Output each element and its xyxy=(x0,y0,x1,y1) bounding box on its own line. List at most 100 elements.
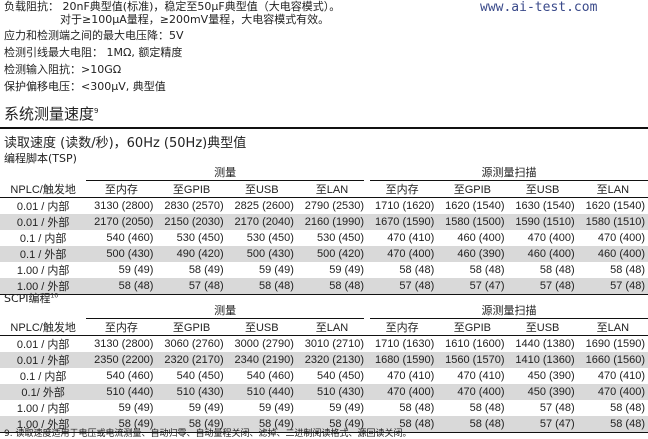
table-cell: 2350 (2200) xyxy=(86,352,157,368)
table-cell: 57 (47) xyxy=(437,278,508,295)
table-cell: 59 (49) xyxy=(329,402,365,414)
table-row: 1.00 / 内部 59 (49) 58 (49) 59 (49) 59 (49) 58 … xyxy=(0,262,648,278)
table-cell: 510 (430) xyxy=(296,384,368,400)
table-cell: 58 (48) xyxy=(469,402,505,414)
spec-sense-lead-resistance: 检测引线最大电阻： 1MΩ, 额定精度 xyxy=(4,46,183,59)
table-cell: 57 (48) xyxy=(507,278,578,295)
table-cell: 1690 (1590) xyxy=(585,338,645,350)
table-row: 0.01 / 外部 2170 (2050) 2150 (2030) 2170 (204… xyxy=(0,214,648,230)
header-spacer xyxy=(0,302,86,319)
row-label: 0.01 / 内部 xyxy=(16,201,70,213)
table-cell: 58 (48) xyxy=(399,264,435,276)
table-cell: 58 (48) xyxy=(577,416,648,433)
table-row: 0.01 / 外部 2350 (2200) 2320 (2170) 2340 (219… xyxy=(0,352,648,368)
table-cell: 58 (48) xyxy=(539,264,575,276)
table-cell: 470 (400) xyxy=(437,384,508,400)
table-cell: 1610 (1600) xyxy=(445,338,505,350)
section-rule xyxy=(0,127,648,129)
footnote: 9. 读取速度适用于电压或电流测量、自动归零、自动量程关闭、滤掉、二进制阅读格式… xyxy=(4,429,412,439)
table-cell: 1680 (1590) xyxy=(367,352,438,368)
table-cell: 540 (450) xyxy=(176,370,224,382)
table-cell: 470 (400) xyxy=(367,384,438,400)
table-cell: 57 (48) xyxy=(577,278,648,295)
table-cell: 540 (460) xyxy=(246,370,294,382)
watermark: www.ai-test.com xyxy=(480,0,598,15)
table-cell: 3060 (2760) xyxy=(164,338,224,350)
table-cell: 2170 (2050) xyxy=(86,214,157,230)
column-header: 至内存 xyxy=(367,180,438,198)
table-cell: 510 (440) xyxy=(86,384,157,400)
table-cell: 58 (49) xyxy=(296,416,368,433)
column-header: NPLC/触发地 xyxy=(0,318,87,336)
scpi-label-text: SCPI编程 xyxy=(4,292,51,305)
table-row: 0.1/ 外部 510 (440) 510 (430) 510 (440) 510 (4… xyxy=(0,384,648,400)
column-header: 至GPIB xyxy=(156,318,227,336)
table-row: 1.00 / 外部 58 (49) 58 (49) 58 (49) 58 (49) 58 … xyxy=(0,416,648,433)
table-cell: 59 (49) xyxy=(118,264,154,276)
table-cell: 500 (430) xyxy=(86,246,157,262)
table-cell: 470 (400) xyxy=(527,232,575,244)
table-cell: 58 (49) xyxy=(188,264,224,276)
table-cell: 1630 (1540) xyxy=(515,200,575,212)
scpi-label: SCPI编程10 xyxy=(4,290,58,306)
column-header: 至USB xyxy=(226,180,297,198)
group-header: 测量 xyxy=(86,164,371,181)
table-row: 0.1 / 内部 540 (460) 540 (450) 540 (460) 540 (… xyxy=(0,368,648,384)
row-label: 0.01 / 外部 xyxy=(0,352,87,368)
spec-max-voltage-drop: 应力和检测端之间的最大电压降：5V xyxy=(4,29,184,42)
table-cell: 59 (49) xyxy=(259,402,294,414)
table-cell: 58 (49) xyxy=(156,416,227,433)
table-row: 0.01 / 内部 3130 (2800) 2830 (2570) 2825 (260… xyxy=(0,198,648,215)
spec-load-impedance-note: 对于≥100μA量程，≥200mV量程，大电容模式有效。 xyxy=(60,13,330,26)
table-cell: 2150 (2030) xyxy=(156,214,227,230)
table-cell: 460 (400) xyxy=(457,232,505,244)
footnote-ref: 10 xyxy=(50,292,59,300)
table-cell: 470 (400) xyxy=(577,384,648,400)
table-cell: 58 (48) xyxy=(610,264,645,276)
table-cell: 57 (48) xyxy=(156,278,227,295)
table-cell: 58 (48) xyxy=(226,278,297,295)
table-cell: 58 (48) xyxy=(469,264,505,276)
column-header: 至GPIB xyxy=(437,180,508,198)
column-header: 至内存 xyxy=(86,180,157,198)
table-cell: 2340 (2190) xyxy=(226,352,297,368)
table-cell: 470 (410) xyxy=(387,232,435,244)
spec-guard-offset: 保护偏移电压：<300μV, 典型值 xyxy=(4,80,166,93)
column-header: 至内存 xyxy=(86,318,157,336)
spec-load-impedance: 负载阻抗： 20nF典型值(标准)，稳定至50μF典型值（大电容模式）。 xyxy=(4,0,340,13)
table-cell: 1580 (1510) xyxy=(577,214,648,230)
spec-label: 负载阻抗： xyxy=(4,0,59,13)
table-cell: 1670 (1590) xyxy=(367,214,438,230)
table-cell: 3010 (2710) xyxy=(304,338,365,350)
section-title: 系统测量速度9 xyxy=(4,103,98,124)
column-header: 至LAN xyxy=(577,180,648,198)
table-cell: 540 (450) xyxy=(316,370,365,382)
table-cell: 530 (450) xyxy=(316,232,365,244)
table-cell: 59 (49) xyxy=(329,264,365,276)
table-row: 0.1 / 内部 540 (460) 530 (450) 530 (450) 530 (… xyxy=(0,230,648,246)
group-header: 测量 xyxy=(86,302,371,319)
section-subtitle: 读取速度 (读数/秒)，60Hz (50Hz)典型值 xyxy=(4,136,247,151)
row-label: 1.00 / 外部 xyxy=(0,278,87,295)
table-cell: 1590 (1510) xyxy=(507,214,578,230)
table-cell: 58 (48) xyxy=(296,278,368,295)
table-row: 1.00 / 外部 58 (48) 57 (48) 58 (48) 58 (48) 57 … xyxy=(0,278,648,295)
header-spacer xyxy=(0,164,86,181)
table-cell: 3130 (2800) xyxy=(94,338,154,350)
table-cell: 470 (400) xyxy=(597,232,645,244)
table-cell: 2830 (2570) xyxy=(164,200,224,212)
table-cell: 58 (49) xyxy=(226,416,297,433)
table-cell: 530 (450) xyxy=(176,232,224,244)
table-cell: 460 (390) xyxy=(437,246,508,262)
table-cell: 500 (420) xyxy=(296,246,368,262)
table-cell: 490 (420) xyxy=(156,246,227,262)
table-cell: 58 (48) xyxy=(399,402,435,414)
footnote-ref: 9 xyxy=(94,107,99,115)
table-cell: 1710 (1620) xyxy=(374,200,435,212)
table-cell: 2320 (2170) xyxy=(156,352,227,368)
table-cell: 59 (49) xyxy=(188,402,224,414)
table-row: 0.01 / 内部 3130 (2800) 3060 (2760) 3000 (279… xyxy=(0,336,648,353)
table-cell: 1440 (1380) xyxy=(515,338,575,350)
table-cell: 470 (410) xyxy=(387,370,435,382)
table-cell: 1560 (1570) xyxy=(437,352,508,368)
